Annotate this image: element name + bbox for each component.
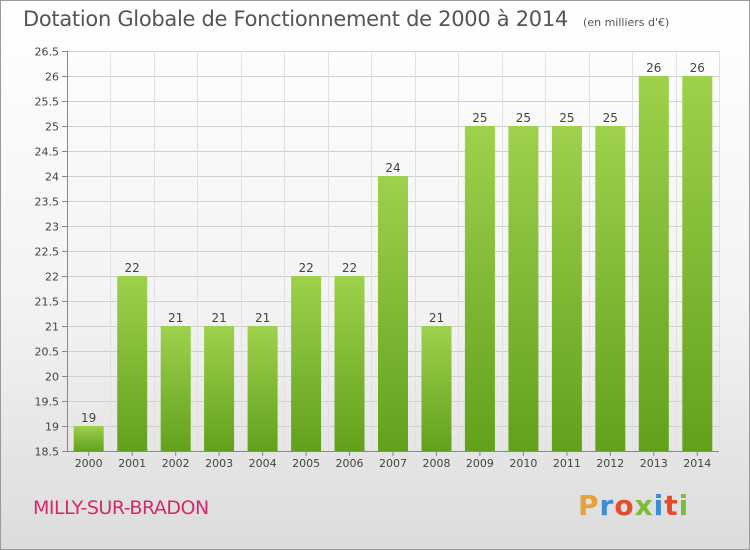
bar (638, 76, 669, 451)
bar (595, 126, 626, 451)
bar (73, 426, 104, 451)
y-tick-label: 23.5 (35, 196, 60, 209)
bar (378, 176, 408, 451)
y-tick-label: 20 (45, 371, 59, 384)
commune-name: MILLY-SUR-BRADON (33, 497, 209, 519)
logo-letter: x (634, 489, 654, 522)
y-tick-label: 24.5 (35, 146, 60, 159)
title-row: Dotation Globale de Fonctionnement de 20… (23, 7, 669, 31)
x-tick-label: 2002 (162, 457, 190, 470)
x-tick-label: 2004 (249, 457, 277, 470)
y-tick-label: 20.5 (35, 346, 60, 359)
bar (117, 276, 148, 451)
logo-letter: i (678, 489, 690, 522)
x-tick-label: 2010 (509, 457, 537, 470)
y-tick-label: 24 (45, 171, 59, 184)
data-label: 26 (646, 61, 661, 75)
data-label: 24 (385, 161, 400, 175)
bars (73, 76, 713, 451)
x-tick-label: 2009 (466, 457, 494, 470)
x-tick-label: 2008 (423, 457, 451, 470)
x-tick-label: 2005 (292, 457, 320, 470)
chart-subtitle: (en milliers d'€) (583, 16, 670, 29)
data-label: 21 (429, 311, 444, 325)
bar (204, 326, 235, 451)
y-tick-label: 19.5 (35, 396, 60, 409)
data-label: 26 (690, 61, 705, 75)
data-label: 19 (81, 411, 96, 425)
x-tick-label: 2003 (205, 457, 233, 470)
x-tick-label: 2011 (553, 457, 581, 470)
x-tick-label: 2013 (640, 457, 668, 470)
logo-letter: t (664, 489, 679, 522)
x-tick-label: 2006 (336, 457, 364, 470)
labels: 18.5 19 19.5 20 20.5 21 21.5 22 22.5 23 23.5 24 24.5… (35, 46, 712, 471)
y-tick-label: 26.5 (35, 46, 60, 59)
y-tick-label: 22 (45, 271, 59, 284)
data-label: 22 (342, 261, 357, 275)
bar (291, 276, 322, 451)
y-tick-label: 23 (45, 221, 59, 234)
data-label: 22 (298, 261, 313, 275)
data-label: 22 (125, 261, 140, 275)
x-tick-label: 2007 (379, 457, 407, 470)
bar (160, 326, 191, 451)
bar (508, 126, 539, 451)
data-label: 25 (516, 111, 531, 125)
data-label: 25 (472, 111, 487, 125)
y-tick-label: 21 (45, 321, 59, 334)
bar (551, 126, 582, 451)
data-label: 25 (559, 111, 574, 125)
x-tick-label: 2000 (75, 457, 103, 470)
y-tick-label: 26 (45, 71, 59, 84)
bar (247, 326, 278, 451)
chart-title: Dotation Globale de Fonctionnement de 20… (23, 7, 568, 31)
x-tick-label: 2001 (118, 457, 146, 470)
bar (682, 76, 713, 451)
x-tick-label: 2014 (683, 457, 711, 470)
logo-letter: o (614, 489, 635, 522)
data-label: 21 (168, 311, 183, 325)
logo-letter: P (578, 489, 600, 522)
bar (334, 276, 365, 451)
y-tick-label: 25 (45, 121, 59, 134)
x-tick-label: 2012 (596, 457, 624, 470)
logo-letter: r (599, 489, 615, 522)
proxiti-logo[interactable]: Proxiti (578, 489, 689, 522)
bar (421, 326, 452, 451)
y-tick-label: 22.5 (35, 246, 60, 259)
data-label: 21 (255, 311, 270, 325)
y-tick-label: 21.5 (35, 296, 60, 309)
data-label: 21 (211, 311, 226, 325)
axes (62, 51, 719, 456)
y-tick-label: 25.5 (35, 96, 60, 109)
bar (464, 126, 495, 451)
logo-letter: i (653, 489, 665, 522)
y-tick-label: 19 (45, 421, 59, 434)
y-tick-label: 18.5 (35, 446, 60, 459)
data-label: 25 (603, 111, 618, 125)
